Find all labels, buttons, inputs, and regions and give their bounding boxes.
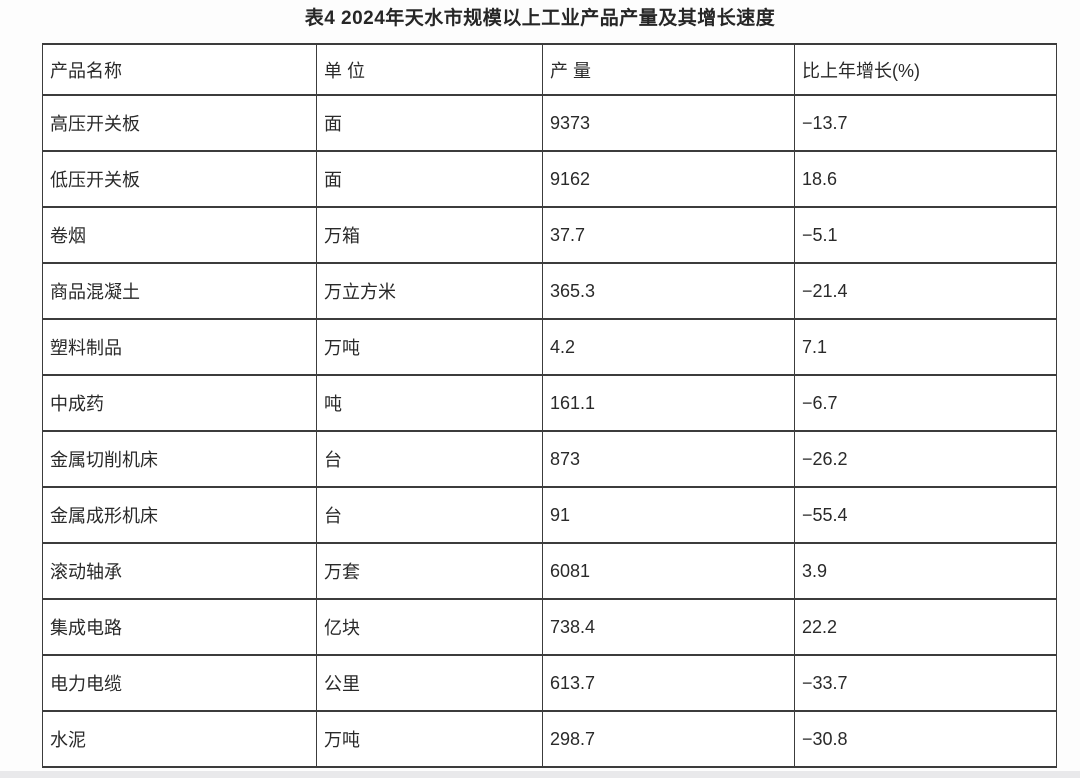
cell-growth: −26.2	[794, 430, 1057, 488]
cell-product: 中成药	[42, 374, 317, 432]
cell-product: 商品混凝土	[42, 262, 317, 320]
cell-unit: 亿块	[316, 598, 543, 656]
table-row: 金属成形机床台 91 −55.4	[42, 486, 1057, 544]
cell-growth: −6.7	[794, 374, 1057, 432]
cell-output: 6081	[542, 542, 795, 600]
column-header-2: 产 量	[542, 43, 795, 96]
cell-product: 金属切削机床	[42, 430, 317, 488]
table-row: 卷烟 万箱 37.7 −5.1	[42, 206, 1057, 264]
cell-output: 9162	[542, 150, 795, 208]
cell-product: 低压开关板	[42, 150, 317, 208]
cell-output: 365.3	[542, 262, 795, 320]
table-row: 金属切削机床台 873 −26.2	[42, 430, 1057, 488]
cell-unit: 万套	[316, 542, 543, 600]
cell-unit: 公里	[316, 654, 543, 712]
column-header-1: 单 位	[316, 43, 543, 96]
table-row: 高压开关板面 9373 −13.7	[42, 94, 1057, 152]
cell-unit: 万吨	[316, 710, 543, 768]
table-row: 电力电缆 公里 613.7 −33.7	[42, 654, 1057, 712]
cell-output: 738.4	[542, 598, 795, 656]
cell-product: 卷烟	[42, 206, 317, 264]
cell-unit: 面	[316, 150, 543, 208]
cell-product: 电力电缆	[42, 654, 317, 712]
cell-growth: −5.1	[794, 206, 1057, 264]
cell-product: 高压开关板	[42, 94, 317, 152]
cell-growth: 22.2	[794, 598, 1057, 656]
table-row: 滚动轴承 万套 6081 3.9	[42, 542, 1057, 600]
cell-growth: 18.6	[794, 150, 1057, 208]
table-row: 低压开关板面 9162 18.6	[42, 150, 1057, 208]
cell-product: 集成电路	[42, 598, 317, 656]
cell-unit: 面	[316, 94, 543, 152]
cell-unit: 台	[316, 486, 543, 544]
table-row: 塑料制品 万吨 4.2 7.1	[42, 318, 1057, 376]
column-header-3: 比上年增长(%)	[794, 43, 1057, 96]
cell-growth: −21.4	[794, 262, 1057, 320]
cell-growth: −55.4	[794, 486, 1057, 544]
table-row: 水泥 万吨 298.7 −30.8	[42, 710, 1057, 768]
column-header-0: 产品名称	[42, 43, 317, 96]
cell-unit: 台	[316, 430, 543, 488]
cell-product: 塑料制品	[42, 318, 317, 376]
cell-output: 91	[542, 486, 795, 544]
cell-growth: −13.7	[794, 94, 1057, 152]
cell-output: 613.7	[542, 654, 795, 712]
table-head: 产品名称单 位产 量比上年增长(%)	[42, 43, 1057, 96]
cell-product: 金属成形机床	[42, 486, 317, 544]
cell-output: 9373	[542, 94, 795, 152]
cell-unit: 万箱	[316, 206, 543, 264]
cell-unit: 吨	[316, 374, 543, 432]
page-title: 表4 2024年天水市规模以上工业产品产量及其增长速度	[304, 8, 776, 29]
cell-growth: 3.9	[794, 542, 1057, 600]
table-header-row: 产品名称单 位产 量比上年增长(%)	[42, 43, 1057, 96]
cell-growth: −33.7	[794, 654, 1057, 712]
cell-output: 298.7	[542, 710, 795, 768]
cell-output: 161.1	[542, 374, 795, 432]
cell-output: 4.2	[542, 318, 795, 376]
table-row: 集成电路 亿块 738.4 22.2	[42, 598, 1057, 656]
cell-unit: 万立方米	[316, 262, 543, 320]
page-bottom-edge	[0, 771, 1080, 778]
table-body: 高压开关板面 9373 −13.7 低压开关板面 9162 18.6 卷烟 万箱 37.7 −5.…	[42, 94, 1057, 768]
cell-unit: 万吨	[316, 318, 543, 376]
cell-product: 滚动轴承	[42, 542, 317, 600]
industrial-output-table: 产品名称单 位产 量比上年增长(%) 高压开关板面 9373 −13.7 低压开关板面…	[42, 43, 1057, 768]
cell-product: 水泥	[42, 710, 317, 768]
table-row: 中成药吨 161.1 −6.7	[42, 374, 1057, 432]
cell-growth: 7.1	[794, 318, 1057, 376]
cell-output: 873	[542, 430, 795, 488]
cell-output: 37.7	[542, 206, 795, 264]
table-row: 商品混凝土 万立方米 365.3 −21.4	[42, 262, 1057, 320]
cell-growth: −30.8	[794, 710, 1057, 768]
